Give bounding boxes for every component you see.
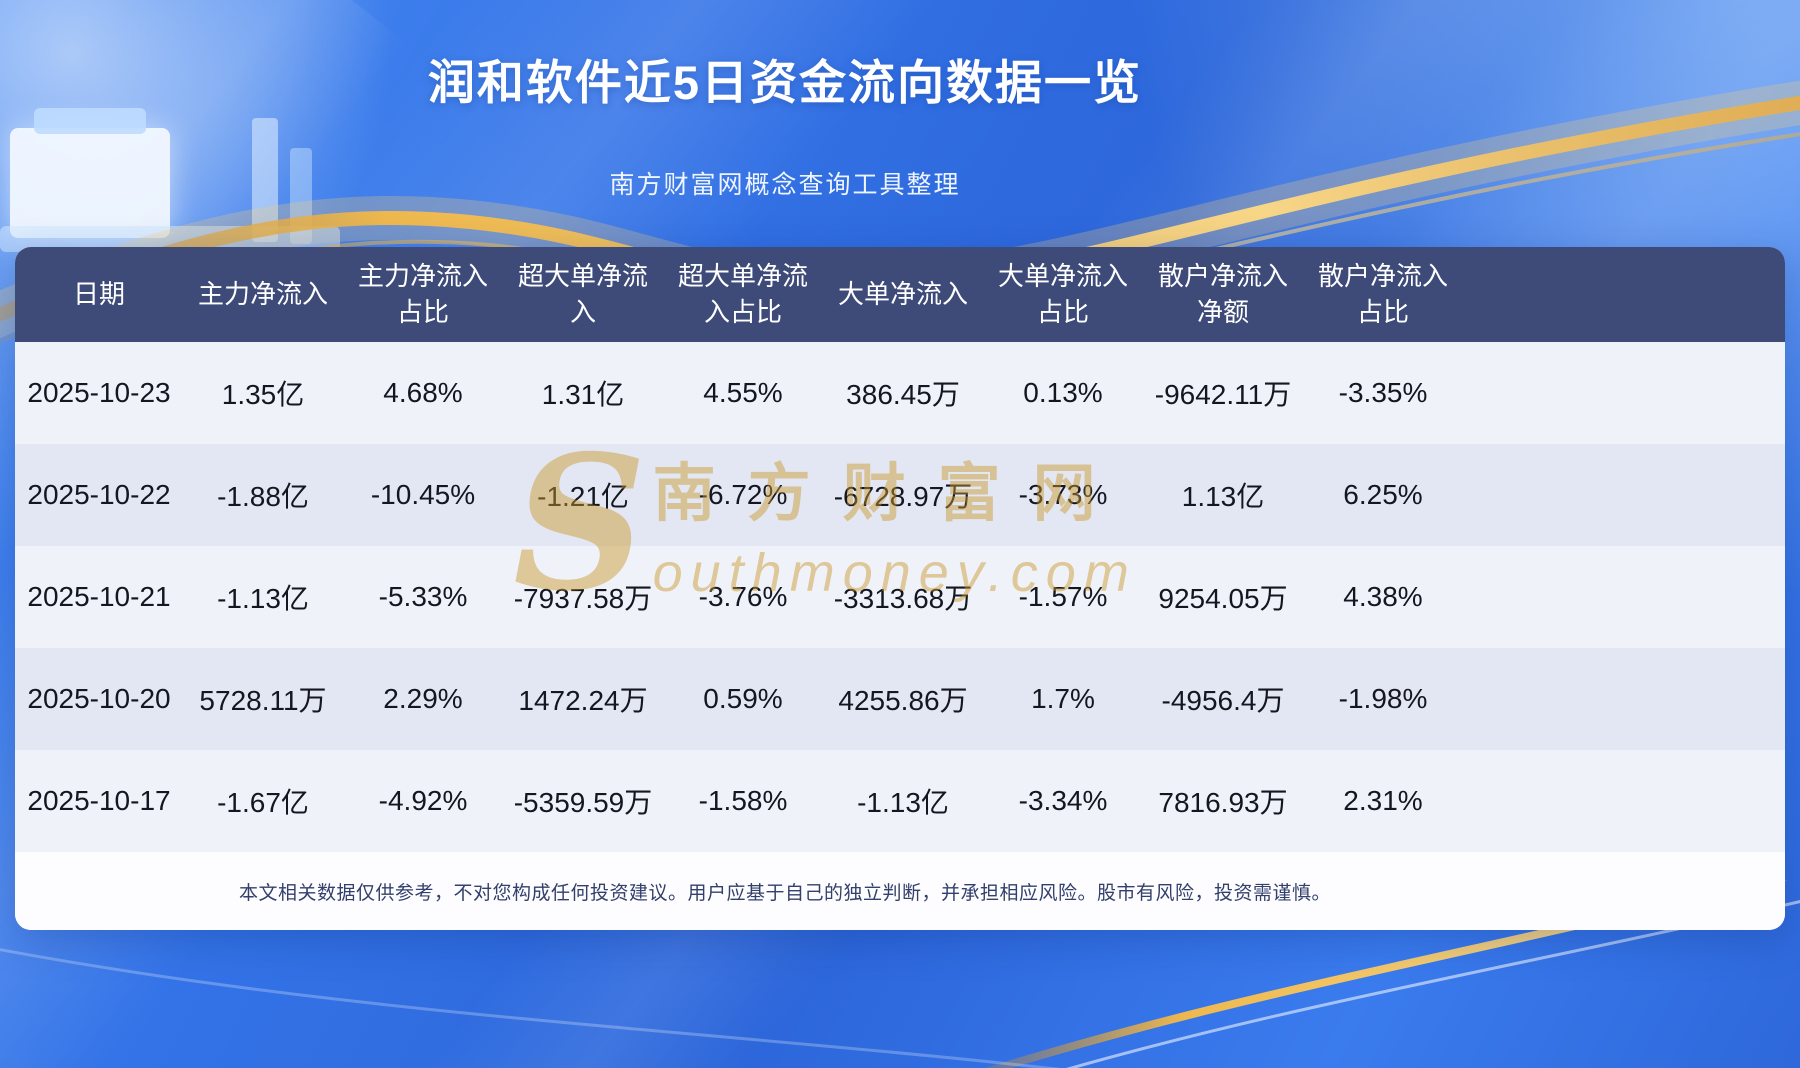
value-cell: -4956.4万	[1143, 648, 1303, 750]
table-row: 2025-10-23 1.35亿 4.68% 1.31亿 4.55% 386.45万 0.1…	[15, 342, 1785, 444]
value-cell: -7937.58万	[503, 546, 663, 648]
value-cell: -10.45%	[343, 444, 503, 546]
value-cell: 1472.24万	[503, 648, 663, 750]
value-cell: -3.76%	[663, 546, 823, 648]
value-cell: -3.35%	[1303, 342, 1463, 444]
table-row: 2025-10-17 -1.67亿 -4.92% -5359.59万 -1.58% -1.…	[15, 750, 1785, 852]
value-cell: 7816.93万	[1143, 750, 1303, 852]
page-subtitle: 南方财富网概念查询工具整理	[609, 171, 961, 199]
value-cell: 6.25%	[1303, 444, 1463, 546]
value-cell: -1.98%	[1303, 648, 1463, 750]
value-cell: -1.13亿	[183, 546, 343, 648]
value-cell: 9254.05万	[1143, 546, 1303, 648]
value-cell: -1.88亿	[183, 444, 343, 546]
column-header-8: 散户净流入净额	[1143, 247, 1303, 342]
date-cell: 2025-10-17	[15, 750, 183, 852]
value-cell: -1.21亿	[503, 444, 663, 546]
table-row: 2025-10-21 -1.13亿 -5.33% -7937.58万 -3.76% -33…	[15, 546, 1785, 648]
date-cell: 2025-10-21	[15, 546, 183, 648]
value-cell: 1.31亿	[503, 342, 663, 444]
value-cell: -4.92%	[343, 750, 503, 852]
value-cell: 4.38%	[1303, 546, 1463, 648]
value-cell: -3313.68万	[823, 546, 983, 648]
column-header-6: 大单净流入	[823, 247, 983, 342]
value-cell: 4.55%	[663, 342, 823, 444]
filler-cell	[1463, 342, 1785, 444]
value-cell: 2.29%	[343, 648, 503, 750]
value-cell: 5728.11万	[183, 648, 343, 750]
value-cell: 2.31%	[1303, 750, 1463, 852]
filler-cell	[1463, 750, 1785, 852]
value-cell: -6.72%	[663, 444, 823, 546]
date-cell: 2025-10-20	[15, 648, 183, 750]
value-cell: 1.13亿	[1143, 444, 1303, 546]
table-row: 2025-10-20 5728.11万 2.29% 1472.24万 0.59% 4255…	[15, 648, 1785, 750]
table-row: 2025-10-22 -1.88亿 -10.45% -1.21亿 -6.72% -6728…	[15, 444, 1785, 546]
page-title: 润和软件近5日资金流向数据一览	[427, 56, 1143, 109]
column-header-9: 散户净流入占比	[1303, 247, 1463, 342]
value-cell: -5359.59万	[503, 750, 663, 852]
date-cell: 2025-10-23	[15, 342, 183, 444]
value-cell: -1.67亿	[183, 750, 343, 852]
value-cell: 1.35亿	[183, 342, 343, 444]
value-cell: -3.34%	[983, 750, 1143, 852]
value-cell: -6728.97万	[823, 444, 983, 546]
date-cell: 2025-10-22	[15, 444, 183, 546]
header-block: 润和软件近5日资金流向数据一览 南方财富网概念查询工具整理	[0, 44, 1570, 201]
value-cell: -1.57%	[983, 546, 1143, 648]
value-cell: 4255.86万	[823, 648, 983, 750]
column-header-filler	[1463, 247, 1785, 342]
value-cell: 0.13%	[983, 342, 1143, 444]
filler-cell	[1463, 546, 1785, 648]
table-header-row: 日期 主力净流入 主力净流入占比 超大单净流入 超大单净流入占比 大单净流入 大单净流入占比…	[15, 247, 1785, 342]
value-cell: -5.33%	[343, 546, 503, 648]
fund-flow-table-card: 日期 主力净流入 主力净流入占比 超大单净流入 超大单净流入占比 大单净流入 大单净流入占比…	[15, 247, 1785, 930]
column-header-7: 大单净流入占比	[983, 247, 1143, 342]
value-cell: 4.68%	[343, 342, 503, 444]
filler-cell	[1463, 648, 1785, 750]
column-header-3: 主力净流入占比	[343, 247, 503, 342]
disclaimer-bar: 本文相关数据仅供参考，不对您构成任何投资建议。用户应基于自己的独立判断，并承担相…	[15, 852, 1785, 930]
column-header-4: 超大单净流入	[503, 247, 663, 342]
value-cell: 386.45万	[823, 342, 983, 444]
fund-flow-table: 日期 主力净流入 主力净流入占比 超大单净流入 超大单净流入占比 大单净流入 大单净流入占比…	[15, 247, 1785, 852]
value-cell: -9642.11万	[1143, 342, 1303, 444]
value-cell: 1.7%	[983, 648, 1143, 750]
column-header-5: 超大单净流入占比	[663, 247, 823, 342]
column-header-1: 日期	[15, 247, 183, 342]
value-cell: 0.59%	[663, 648, 823, 750]
value-cell: -3.73%	[983, 444, 1143, 546]
disclaimer-text: 本文相关数据仅供参考，不对您构成任何投资建议。用户应基于自己的独立判断，并承担相…	[238, 882, 1331, 904]
filler-cell	[1463, 444, 1785, 546]
value-cell: -1.13亿	[823, 750, 983, 852]
value-cell: -1.58%	[663, 750, 823, 852]
column-header-2: 主力净流入	[183, 247, 343, 342]
